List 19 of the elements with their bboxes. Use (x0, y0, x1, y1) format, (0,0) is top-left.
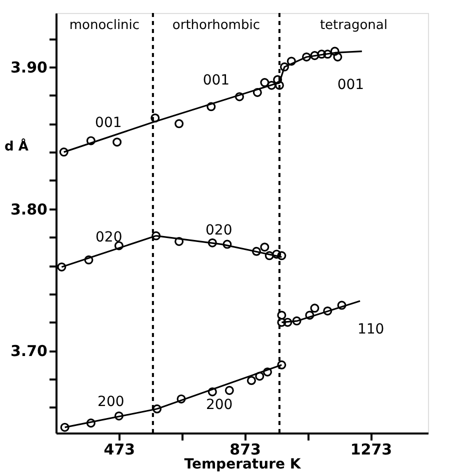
annotation: orthorhombic (172, 18, 260, 33)
y-axis-title: d Å (4, 138, 28, 154)
series-label: 110 (357, 322, 384, 338)
series-label: 020 (206, 222, 232, 238)
series-label: 001 (202, 72, 230, 88)
series-label: 001 (95, 115, 122, 132)
annotation: monoclinic (69, 18, 140, 33)
series-label: 200 (98, 394, 124, 410)
x-tick-label: 873 (230, 440, 261, 458)
y-tick-label: 3.80 (10, 200, 48, 218)
x-axis-title: Temperature K (184, 456, 302, 472)
y-tick-label: 3.90 (10, 58, 48, 76)
y-tick-label: 3.70 (10, 342, 48, 360)
series-label: 200 (206, 396, 233, 413)
annotation: tetragonal (320, 18, 388, 33)
series-label: 001 (337, 76, 364, 93)
series-label: 020 (96, 229, 122, 246)
x-tick-label: 1273 (350, 440, 392, 458)
x-tick-label: 473 (104, 440, 136, 458)
